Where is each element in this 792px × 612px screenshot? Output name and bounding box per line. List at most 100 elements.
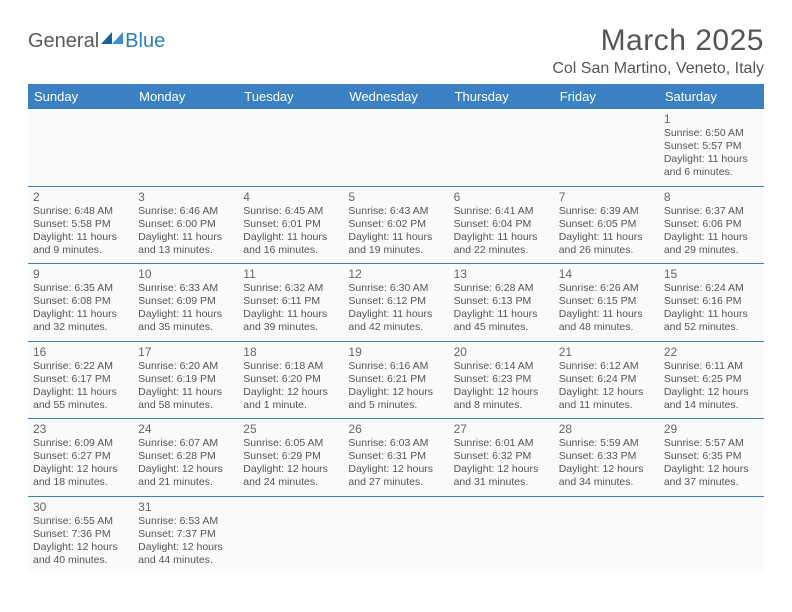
day-details: Sunrise: 6:28 AMSunset: 6:13 PMDaylight:… — [454, 282, 549, 335]
day-cell: 7Sunrise: 6:39 AMSunset: 6:05 PMDaylight… — [554, 186, 659, 264]
day-details: Sunrise: 5:57 AMSunset: 6:35 PMDaylight:… — [664, 437, 759, 490]
day-cell — [28, 109, 133, 186]
day-cell: 31Sunrise: 6:53 AMSunset: 7:37 PMDayligh… — [133, 496, 238, 573]
day-cell: 20Sunrise: 6:14 AMSunset: 6:23 PMDayligh… — [449, 341, 554, 419]
day-cell: 22Sunrise: 6:11 AMSunset: 6:25 PMDayligh… — [659, 341, 764, 419]
day-number: 21 — [559, 345, 654, 359]
day-cell: 4Sunrise: 6:45 AMSunset: 6:01 PMDaylight… — [238, 186, 343, 264]
day-cell — [449, 109, 554, 186]
day-number: 18 — [243, 345, 338, 359]
day-number: 8 — [664, 190, 759, 204]
day-cell: 25Sunrise: 6:05 AMSunset: 6:29 PMDayligh… — [238, 419, 343, 497]
day-number: 31 — [138, 500, 233, 514]
day-details: Sunrise: 6:05 AMSunset: 6:29 PMDaylight:… — [243, 437, 338, 490]
day-cell: 17Sunrise: 6:20 AMSunset: 6:19 PMDayligh… — [133, 341, 238, 419]
day-header: Thursday — [449, 84, 554, 109]
day-number: 10 — [138, 267, 233, 281]
day-header: Monday — [133, 84, 238, 109]
day-details: Sunrise: 6:14 AMSunset: 6:23 PMDaylight:… — [454, 360, 549, 413]
day-cell: 26Sunrise: 6:03 AMSunset: 6:31 PMDayligh… — [343, 419, 448, 497]
day-number: 20 — [454, 345, 549, 359]
day-cell: 30Sunrise: 6:55 AMSunset: 7:36 PMDayligh… — [28, 496, 133, 573]
day-number: 28 — [559, 422, 654, 436]
day-header: Tuesday — [238, 84, 343, 109]
week-row: 9Sunrise: 6:35 AMSunset: 6:08 PMDaylight… — [28, 264, 764, 342]
day-details: Sunrise: 6:12 AMSunset: 6:24 PMDaylight:… — [559, 360, 654, 413]
flag-icon — [101, 30, 123, 53]
day-cell: 19Sunrise: 6:16 AMSunset: 6:21 PMDayligh… — [343, 341, 448, 419]
day-details: Sunrise: 6:33 AMSunset: 6:09 PMDaylight:… — [138, 282, 233, 335]
week-row: 1Sunrise: 6:50 AMSunset: 5:57 PMDaylight… — [28, 109, 764, 186]
day-number: 16 — [33, 345, 128, 359]
day-cell: 15Sunrise: 6:24 AMSunset: 6:16 PMDayligh… — [659, 264, 764, 342]
day-number: 11 — [243, 267, 338, 281]
day-details: Sunrise: 5:59 AMSunset: 6:33 PMDaylight:… — [559, 437, 654, 490]
day-number: 9 — [33, 267, 128, 281]
day-header: Saturday — [659, 84, 764, 109]
day-cell: 18Sunrise: 6:18 AMSunset: 6:20 PMDayligh… — [238, 341, 343, 419]
day-cell — [554, 496, 659, 573]
day-cell: 23Sunrise: 6:09 AMSunset: 6:27 PMDayligh… — [28, 419, 133, 497]
day-cell — [343, 109, 448, 186]
location: Col San Martino, Veneto, Italy — [552, 60, 764, 78]
day-number: 7 — [559, 190, 654, 204]
day-cell — [659, 496, 764, 573]
title-block: March 2025 Col San Martino, Veneto, Ital… — [552, 24, 764, 78]
week-row: 16Sunrise: 6:22 AMSunset: 6:17 PMDayligh… — [28, 341, 764, 419]
day-cell: 5Sunrise: 6:43 AMSunset: 6:02 PMDaylight… — [343, 186, 448, 264]
day-cell: 27Sunrise: 6:01 AMSunset: 6:32 PMDayligh… — [449, 419, 554, 497]
day-number: 2 — [33, 190, 128, 204]
day-number: 22 — [664, 345, 759, 359]
day-number: 13 — [454, 267, 549, 281]
day-number: 14 — [559, 267, 654, 281]
day-cell: 2Sunrise: 6:48 AMSunset: 5:58 PMDaylight… — [28, 186, 133, 264]
day-details: Sunrise: 6:53 AMSunset: 7:37 PMDaylight:… — [138, 515, 233, 568]
calendar-page: General Blue March 2025 Col San Martino,… — [0, 0, 792, 597]
day-number: 19 — [348, 345, 443, 359]
day-number: 23 — [33, 422, 128, 436]
day-cell — [449, 496, 554, 573]
day-details: Sunrise: 6:50 AMSunset: 5:57 PMDaylight:… — [664, 127, 759, 180]
day-details: Sunrise: 6:20 AMSunset: 6:19 PMDaylight:… — [138, 360, 233, 413]
day-details: Sunrise: 6:39 AMSunset: 6:05 PMDaylight:… — [559, 205, 654, 258]
day-cell: 14Sunrise: 6:26 AMSunset: 6:15 PMDayligh… — [554, 264, 659, 342]
day-cell — [133, 109, 238, 186]
day-details: Sunrise: 6:35 AMSunset: 6:08 PMDaylight:… — [33, 282, 128, 335]
day-number: 29 — [664, 422, 759, 436]
calendar-table: SundayMondayTuesdayWednesdayThursdayFrid… — [28, 84, 764, 573]
day-cell: 16Sunrise: 6:22 AMSunset: 6:17 PMDayligh… — [28, 341, 133, 419]
day-details: Sunrise: 6:30 AMSunset: 6:12 PMDaylight:… — [348, 282, 443, 335]
day-number: 6 — [454, 190, 549, 204]
day-header: Sunday — [28, 84, 133, 109]
day-details: Sunrise: 6:01 AMSunset: 6:32 PMDaylight:… — [454, 437, 549, 490]
day-number: 24 — [138, 422, 233, 436]
day-cell: 9Sunrise: 6:35 AMSunset: 6:08 PMDaylight… — [28, 264, 133, 342]
day-number: 4 — [243, 190, 338, 204]
day-cell: 10Sunrise: 6:33 AMSunset: 6:09 PMDayligh… — [133, 264, 238, 342]
day-cell: 21Sunrise: 6:12 AMSunset: 6:24 PMDayligh… — [554, 341, 659, 419]
day-cell: 29Sunrise: 5:57 AMSunset: 6:35 PMDayligh… — [659, 419, 764, 497]
day-details: Sunrise: 6:41 AMSunset: 6:04 PMDaylight:… — [454, 205, 549, 258]
month-title: March 2025 — [552, 24, 764, 58]
day-header-row: SundayMondayTuesdayWednesdayThursdayFrid… — [28, 84, 764, 109]
day-number: 27 — [454, 422, 549, 436]
day-cell: 1Sunrise: 6:50 AMSunset: 5:57 PMDaylight… — [659, 109, 764, 186]
day-details: Sunrise: 6:11 AMSunset: 6:25 PMDaylight:… — [664, 360, 759, 413]
day-cell: 28Sunrise: 5:59 AMSunset: 6:33 PMDayligh… — [554, 419, 659, 497]
day-header: Friday — [554, 84, 659, 109]
calendar-body: 1Sunrise: 6:50 AMSunset: 5:57 PMDaylight… — [28, 109, 764, 573]
day-details: Sunrise: 6:55 AMSunset: 7:36 PMDaylight:… — [33, 515, 128, 568]
day-details: Sunrise: 6:22 AMSunset: 6:17 PMDaylight:… — [33, 360, 128, 413]
day-number: 26 — [348, 422, 443, 436]
day-cell — [554, 109, 659, 186]
day-details: Sunrise: 6:37 AMSunset: 6:06 PMDaylight:… — [664, 205, 759, 258]
header: General Blue March 2025 Col San Martino,… — [28, 24, 764, 78]
day-cell: 11Sunrise: 6:32 AMSunset: 6:11 PMDayligh… — [238, 264, 343, 342]
day-cell: 12Sunrise: 6:30 AMSunset: 6:12 PMDayligh… — [343, 264, 448, 342]
logo-text-blue: Blue — [125, 30, 165, 53]
day-details: Sunrise: 6:09 AMSunset: 6:27 PMDaylight:… — [33, 437, 128, 490]
logo: General Blue — [28, 30, 165, 53]
day-details: Sunrise: 6:43 AMSunset: 6:02 PMDaylight:… — [348, 205, 443, 258]
logo-text-general: General — [28, 30, 99, 53]
day-cell: 3Sunrise: 6:46 AMSunset: 6:00 PMDaylight… — [133, 186, 238, 264]
